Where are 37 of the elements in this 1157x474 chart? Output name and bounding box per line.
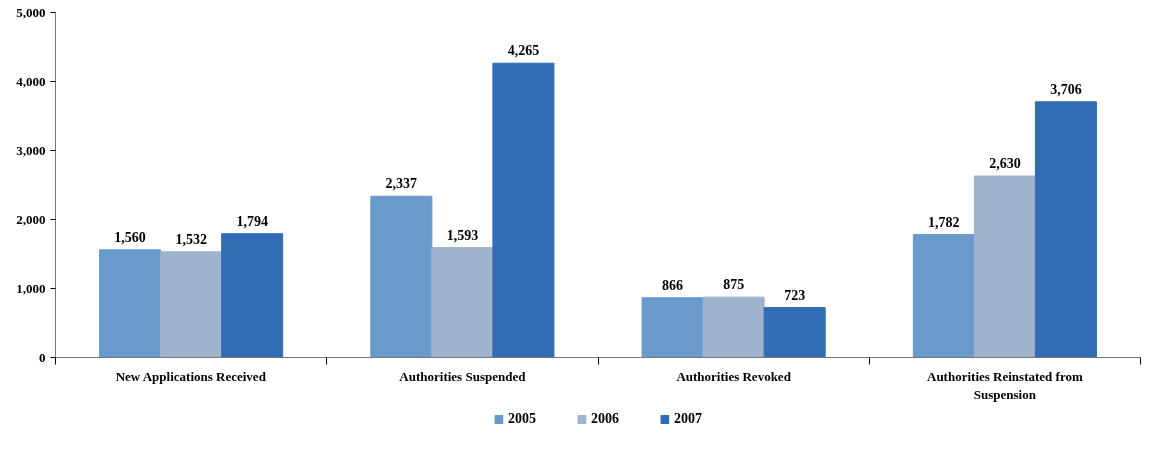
bar	[763, 307, 826, 358]
data-label: 866	[662, 277, 684, 293]
bar	[641, 297, 704, 358]
data-label: 723	[784, 287, 806, 303]
legend-label: 2006	[591, 411, 619, 427]
x-tick-label: Authorities Revoked	[676, 368, 792, 384]
data-label: 1,532	[175, 231, 207, 247]
legend-label: 2005	[508, 411, 536, 427]
bar	[973, 175, 1036, 358]
bar	[160, 251, 223, 358]
data-label: 2,630	[989, 156, 1021, 172]
legend-label: 2007	[674, 411, 702, 427]
y-tick-label: 5,000	[16, 4, 46, 20]
data-label: 1,560	[114, 229, 146, 245]
data-label: 2,337	[385, 176, 418, 192]
bar	[99, 249, 162, 358]
bar	[431, 247, 494, 358]
y-tick-label: 0	[39, 349, 46, 365]
y-tick-label: 3,000	[16, 142, 46, 158]
data-label: 3,706	[1050, 81, 1082, 97]
data-label: 1,794	[236, 213, 268, 229]
x-tick-label: Authorities Suspended	[399, 368, 527, 384]
bar	[1034, 101, 1097, 358]
data-label: 1,593	[446, 227, 479, 243]
y-tick-label: 4,000	[16, 73, 46, 89]
bar	[492, 62, 555, 358]
bar	[221, 233, 284, 358]
bar	[370, 195, 433, 358]
data-label: 1,782	[928, 214, 960, 230]
data-label: 875	[723, 277, 745, 293]
x-tick-label: New Applications Received	[115, 368, 267, 384]
bar	[912, 234, 975, 358]
y-tick-label: 1,000	[16, 280, 46, 296]
data-label: 4,265	[507, 43, 540, 59]
x-tick-label: Authorities Reinstated from Suspension	[927, 368, 1083, 402]
y-tick-label: 2,000	[16, 211, 46, 227]
bar	[702, 296, 765, 358]
